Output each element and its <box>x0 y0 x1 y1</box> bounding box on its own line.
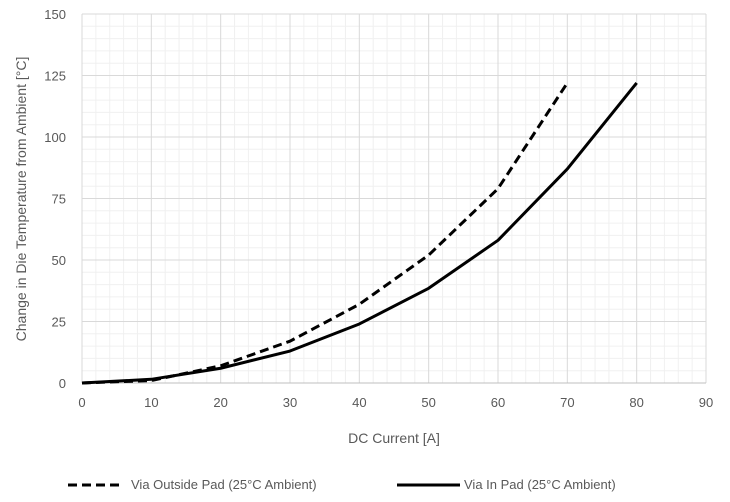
y-tick-label: 125 <box>44 69 66 84</box>
y-tick-label: 50 <box>52 253 66 268</box>
series-line-via-in-pad <box>81 81 638 385</box>
x-tick-label: 30 <box>283 395 297 410</box>
x-axis-title: DC Current [A] <box>348 430 440 446</box>
x-tick-label: 80 <box>629 395 643 410</box>
y-tick-label: 25 <box>52 315 66 330</box>
legend-label: Via In Pad (25°C Ambient) <box>464 477 616 492</box>
y-tick-label: 100 <box>44 130 66 145</box>
major-gridlines <box>81 13 707 384</box>
y-tick-label: 150 <box>44 7 66 22</box>
x-tick-label: 60 <box>491 395 505 410</box>
y-tick-label: 75 <box>52 192 66 207</box>
x-tick-label: 20 <box>213 395 227 410</box>
x-tick-label: 10 <box>144 395 158 410</box>
x-tick-label: 70 <box>560 395 574 410</box>
y-axis-title: Change in Die Temperature from Ambient [… <box>13 57 29 342</box>
y-tick-label: 0 <box>59 376 66 391</box>
x-tick-label: 90 <box>699 395 713 410</box>
x-tick-label: 50 <box>421 395 435 410</box>
legend-label: Via Outside Pad (25°C Ambient) <box>131 477 317 492</box>
y-axis-ticks: 0 25 50 75 100 125 150 <box>44 7 66 391</box>
legend: Via Outside Pad (25°C Ambient) Via In Pad… <box>68 477 616 492</box>
series-line-via-outside-pad <box>81 82 569 385</box>
x-tick-label: 0 <box>78 395 85 410</box>
series-lines <box>81 81 638 385</box>
x-axis-ticks: 0 10 20 30 40 50 60 70 80 90 <box>78 395 713 410</box>
x-tick-label: 40 <box>352 395 366 410</box>
